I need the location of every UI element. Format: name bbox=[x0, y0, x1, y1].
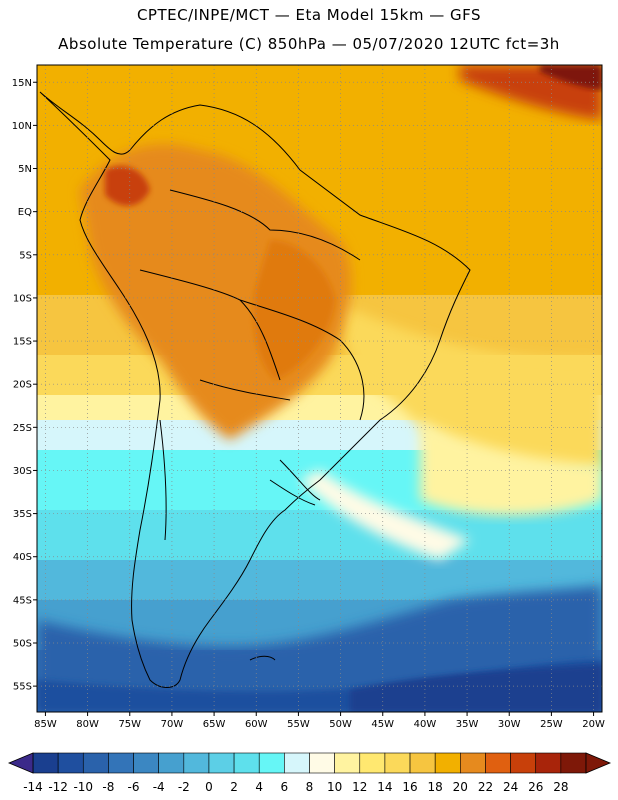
lon-label: 25W bbox=[540, 719, 563, 730]
latitude-axis-labels: 15N 10N 5N EQ 5S 10S 15S 20S 25S 30S 35S 40S 45S 50S 5… bbox=[12, 78, 37, 693]
colorbar-swatch bbox=[384, 752, 411, 774]
colorbar-label: 6 bbox=[281, 780, 289, 794]
colorbar-swatch bbox=[133, 752, 159, 774]
colorbar-swatch bbox=[183, 752, 210, 774]
lat-label: 35S bbox=[13, 509, 32, 520]
colorbar-swatch bbox=[485, 752, 511, 774]
lon-label: 20W bbox=[582, 719, 605, 730]
lat-label: 20S bbox=[13, 380, 32, 391]
colorbar-label: -4 bbox=[153, 780, 165, 794]
lon-label: 75W bbox=[118, 719, 141, 730]
colorbar-label: -12 bbox=[48, 780, 68, 794]
colorbar-swatch bbox=[434, 752, 461, 774]
colorbar-swatches bbox=[32, 752, 587, 774]
colorbar-tick-labels: -14 -12 -10 -8 -6 -4 -2 0 2 4 6 8 10 12 14 16 18 20 22 24 26… bbox=[23, 780, 568, 794]
colorbar-label: -14 bbox=[23, 780, 43, 794]
colorbar-label: 14 bbox=[377, 780, 392, 794]
lat-label: 10N bbox=[12, 121, 32, 132]
lat-label: 50S bbox=[13, 638, 32, 649]
colorbar-label: 20 bbox=[453, 780, 468, 794]
temperature-field bbox=[37, 65, 602, 712]
colorbar-label: 26 bbox=[528, 780, 543, 794]
lat-label: 15S bbox=[13, 337, 32, 348]
colorbar-label: 16 bbox=[402, 780, 417, 794]
coastline bbox=[39, 91, 471, 688]
colorbar-swatch bbox=[108, 752, 134, 774]
colorbar-high-arrow bbox=[585, 752, 612, 774]
colorbar-swatch bbox=[208, 752, 235, 774]
chart-title-line2: Absolute Temperature (C) 850hPa — 05/07/… bbox=[58, 35, 560, 53]
longitude-axis-labels: 85W 80W 75W 70W 65W 60W 55W 50W 45W 40W 35W 30W 25W 2… bbox=[34, 712, 605, 730]
colorbar-swatch bbox=[284, 752, 310, 774]
colorbar-label: 12 bbox=[352, 780, 367, 794]
lon-label: 70W bbox=[161, 719, 184, 730]
colorbar: -14 -12 -10 -8 -6 -4 -2 0 2 4 6 8 10 12 14 16 18 20 22 24 26… bbox=[7, 752, 612, 794]
colorbar-swatch bbox=[409, 752, 436, 774]
lon-label: 55W bbox=[287, 719, 310, 730]
colorbar-swatch bbox=[158, 752, 185, 774]
colorbar-swatch bbox=[510, 752, 537, 774]
lat-label: 25S bbox=[13, 423, 32, 434]
lat-label: 55S bbox=[13, 682, 32, 693]
colorbar-label: -6 bbox=[128, 780, 140, 794]
colorbar-swatch bbox=[258, 752, 285, 774]
colorbar-label: 10 bbox=[327, 780, 342, 794]
lon-label: 30W bbox=[498, 719, 521, 730]
colorbar-label: 22 bbox=[478, 780, 493, 794]
lon-label: 40W bbox=[414, 719, 437, 730]
lat-label: 5N bbox=[18, 164, 32, 175]
colorbar-label: 8 bbox=[306, 780, 314, 794]
colorbar-label: 2 bbox=[230, 780, 238, 794]
lon-label: 50W bbox=[329, 719, 352, 730]
lon-label: 45W bbox=[371, 719, 394, 730]
colorbar-label: 0 bbox=[205, 780, 213, 794]
colorbar-swatch bbox=[233, 752, 260, 774]
colorbar-label: -8 bbox=[102, 780, 114, 794]
lat-label: 15N bbox=[12, 78, 32, 89]
map-figure: 15N 10N 5N EQ 5S 10S 15S 20S 25S 30S 35S 40S 45S 50S 5… bbox=[12, 64, 605, 730]
colorbar-swatch bbox=[535, 752, 562, 774]
colorbar-label: -2 bbox=[178, 780, 190, 794]
lat-label: EQ bbox=[18, 207, 32, 218]
lon-label: 80W bbox=[76, 719, 99, 730]
lon-label: 65W bbox=[203, 719, 226, 730]
colorbar-label: 18 bbox=[428, 780, 443, 794]
colorbar-swatch bbox=[359, 752, 386, 774]
colorbar-swatch bbox=[309, 752, 335, 774]
chart-title-line1: CPTEC/INPE/MCT — Eta Model 15km — GFS bbox=[136, 6, 482, 24]
colorbar-label: 28 bbox=[553, 780, 568, 794]
colorbar-swatch bbox=[334, 752, 361, 774]
lat-label: 40S bbox=[13, 552, 32, 563]
lat-label: 5S bbox=[19, 250, 32, 261]
colorbar-swatch bbox=[82, 752, 109, 774]
colorbar-swatch bbox=[57, 752, 84, 774]
lon-label: 35W bbox=[456, 719, 479, 730]
lon-label: 60W bbox=[245, 719, 268, 730]
lat-label: 30S bbox=[13, 466, 32, 477]
lat-label: 45S bbox=[13, 595, 32, 606]
map-frame bbox=[36, 64, 603, 713]
colorbar-label: 24 bbox=[503, 780, 518, 794]
colorbar-swatch bbox=[560, 752, 587, 774]
colorbar-label: 4 bbox=[255, 780, 263, 794]
colorbar-swatch bbox=[460, 752, 486, 774]
lat-label: 10S bbox=[13, 293, 32, 304]
colorbar-swatch bbox=[32, 752, 59, 774]
lon-label: 85W bbox=[34, 719, 57, 730]
colorbar-label: -10 bbox=[73, 780, 93, 794]
colorbar-low-arrow bbox=[7, 752, 34, 774]
